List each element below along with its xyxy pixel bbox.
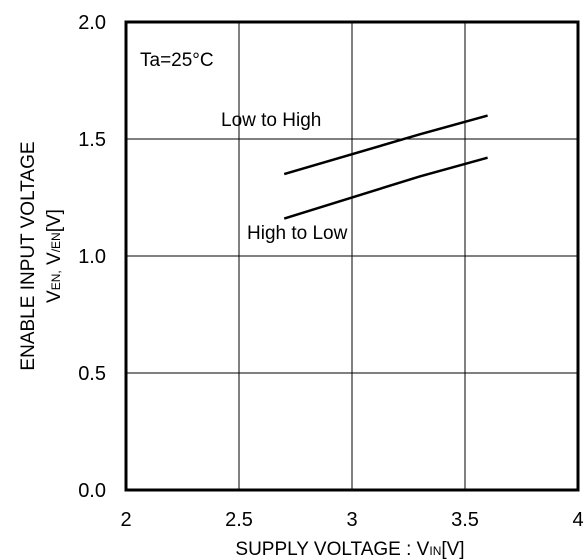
y-tick-label: 1.5	[78, 129, 106, 151]
series-label-high-to-low: High to Low	[247, 223, 348, 244]
y-tick-label: 0.5	[78, 363, 106, 385]
series-label-low-to-high: Low to High	[221, 110, 321, 131]
y-axis-title: ENABLE INPUT VOLTAGE	[18, 141, 39, 370]
series-lines	[283, 114, 488, 220]
y-axis-symbol: VEN, V/EN[V]	[44, 209, 65, 303]
y-tick-label: 2.0	[78, 12, 106, 34]
x-tick-labels: 2 2.5 3 3.5 4	[120, 509, 583, 531]
x-tick-label: 3.5	[451, 509, 479, 531]
series-line-1	[283, 156, 488, 220]
x-tick-label: 3	[346, 509, 357, 531]
x-axis-title: SUPPLY VOLTAGE : VIN[V]	[235, 539, 464, 559]
y-tick-label: 1.0	[78, 246, 106, 268]
x-tick-label: 2	[120, 509, 131, 531]
y-tick-label: 0.0	[78, 480, 106, 502]
x-tick-label: 2.5	[225, 509, 253, 531]
condition-label: Ta=25°C	[140, 50, 214, 71]
plot-frame	[124, 20, 580, 492]
grid-lines	[126, 22, 578, 490]
y-tick-labels: 0.0 0.5 1.0 1.5 2.0	[78, 12, 106, 502]
series-line-0	[283, 114, 488, 176]
x-tick-label: 4	[572, 509, 583, 531]
